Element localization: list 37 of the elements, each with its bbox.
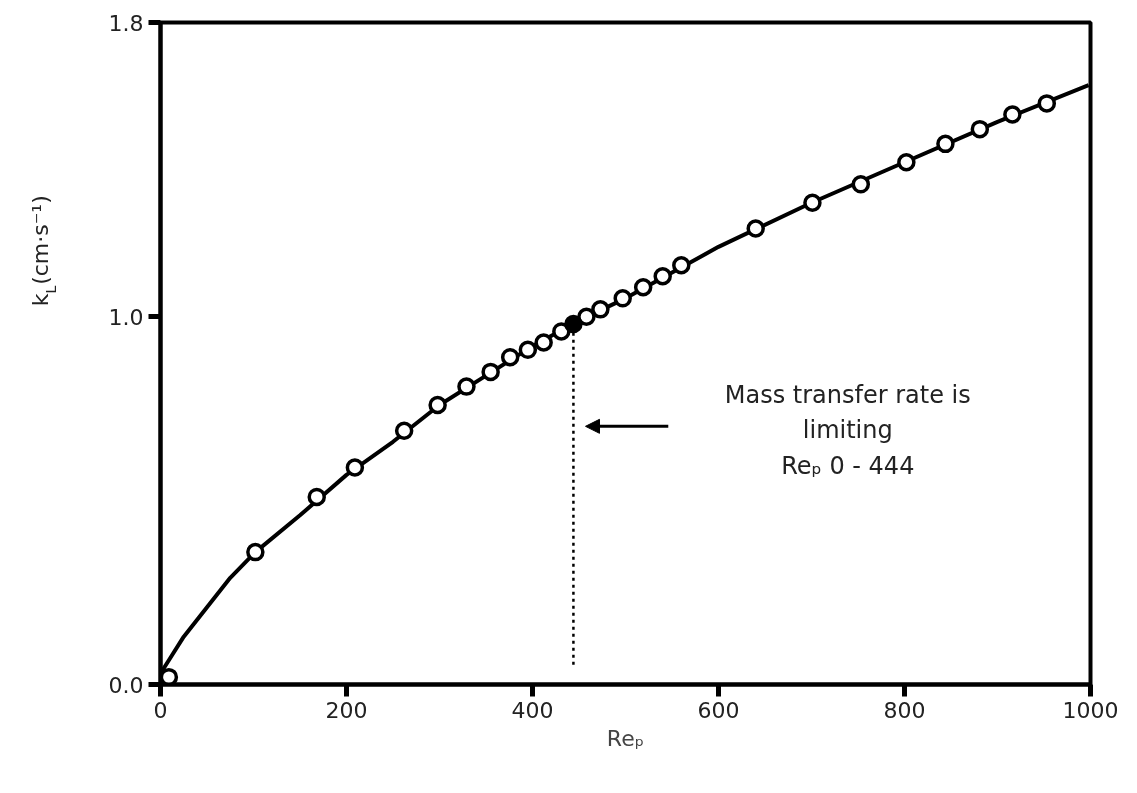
x-tick-label: 200 [325, 697, 368, 723]
point [746, 219, 765, 238]
point [1037, 94, 1057, 113]
x-tick-label: 0 [153, 697, 168, 723]
point [481, 362, 500, 382]
y-tick-label: 1.8 [108, 10, 144, 36]
point [633, 278, 653, 297]
ref-line-label: Mass transfer rate is limiting Reₚ 0 - 444 [724, 380, 971, 481]
y-axis-title: kL(cm·s⁻¹) [27, 195, 59, 307]
point [970, 119, 990, 139]
x-tick-label: 400 [511, 697, 554, 723]
y-tick-label: 0.0 [108, 672, 144, 698]
x-tick-label: 800 [883, 697, 926, 723]
point [564, 314, 583, 334]
x-tick-label: 1000 [1062, 697, 1119, 723]
x-tick-label: 600 [697, 697, 740, 723]
point [457, 377, 476, 396]
point [500, 347, 520, 367]
y-tick-label: 1.0 [108, 304, 144, 330]
point [428, 395, 447, 415]
point [1003, 105, 1022, 124]
point [851, 175, 871, 194]
point [394, 421, 414, 440]
point [246, 542, 265, 562]
point [803, 193, 822, 212]
point [307, 487, 326, 507]
point [591, 300, 610, 319]
point [897, 153, 916, 172]
point [345, 458, 365, 477]
point [672, 256, 691, 275]
point [518, 340, 538, 360]
point [653, 267, 672, 286]
x-axis-title: Reₚ [606, 725, 645, 751]
point [160, 667, 179, 685]
point [534, 333, 553, 352]
point [936, 134, 955, 154]
point [613, 289, 632, 308]
